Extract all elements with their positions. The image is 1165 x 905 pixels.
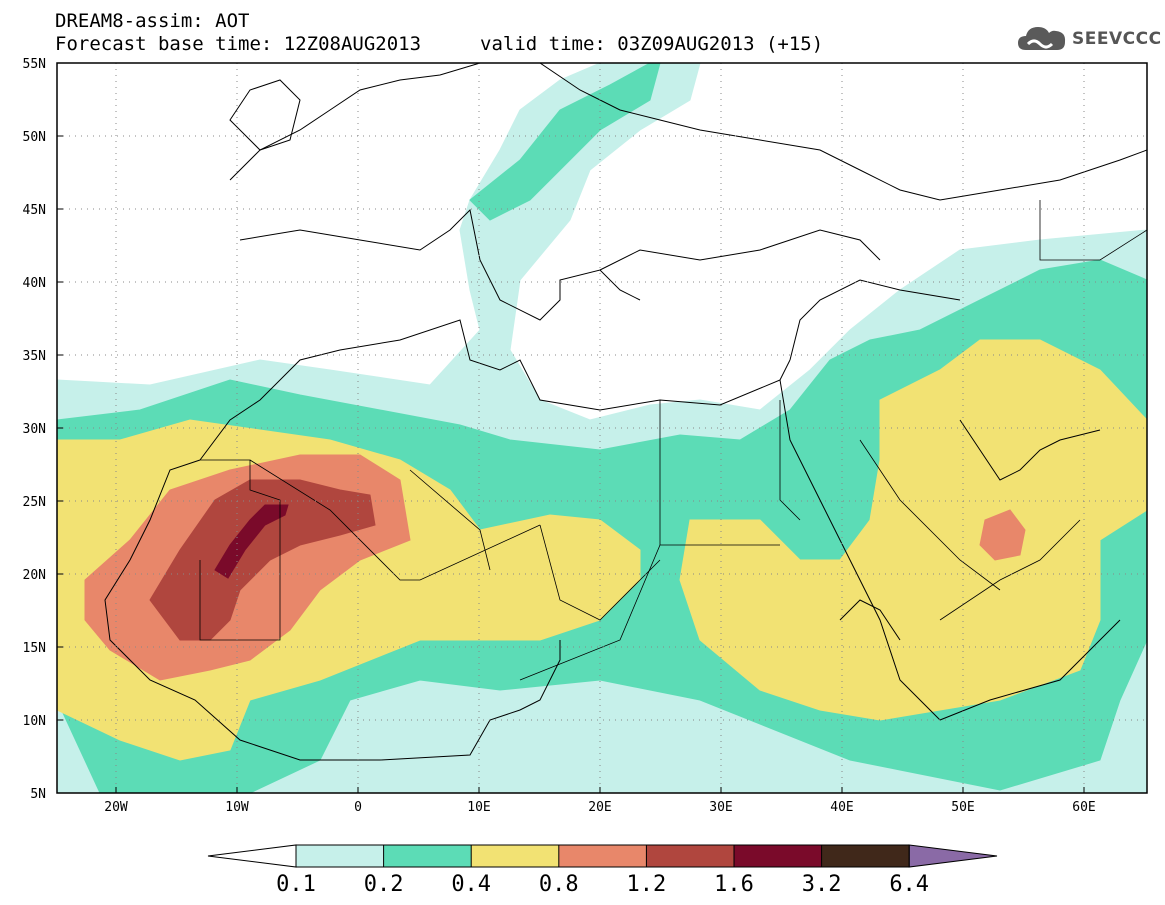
colorbar-high-arrow bbox=[909, 845, 997, 867]
colorbar-label: 1.2 bbox=[626, 872, 667, 897]
y-tick-label: 35N bbox=[23, 349, 46, 364]
x-tick-label: 60E bbox=[1072, 800, 1095, 815]
colorbar-swatch bbox=[383, 845, 472, 867]
colorbar-label: 0.8 bbox=[538, 872, 579, 897]
colorbar-label: 0.1 bbox=[276, 872, 316, 897]
colorbar-swatch bbox=[821, 845, 910, 867]
x-tick-label: 20W bbox=[104, 800, 128, 815]
aot-contours bbox=[57, 63, 1147, 793]
map-title: DREAM8-assim: AOT bbox=[55, 10, 250, 32]
contour-1.2 bbox=[149, 479, 376, 641]
y-tick-label: 25N bbox=[23, 495, 46, 510]
logo-text: SEEVCCC bbox=[1072, 29, 1162, 49]
x-tick-label: 30E bbox=[709, 800, 732, 815]
country-borders bbox=[199, 200, 1147, 681]
y-tick-label: 20N bbox=[23, 568, 46, 583]
cloud-icon bbox=[1018, 27, 1066, 50]
colorbar-swatch bbox=[296, 845, 384, 867]
tick-marks bbox=[57, 135, 1085, 793]
y-tick-label: 55N bbox=[23, 57, 46, 72]
valid-time: valid time: 03Z09AUG2013 (+15) bbox=[480, 33, 824, 55]
y-tick-label: 50N bbox=[23, 130, 46, 145]
contour-1.6 bbox=[214, 504, 289, 579]
seevccc-logo: SEEVCCC bbox=[1016, 22, 1162, 56]
coastlines bbox=[104, 63, 1147, 761]
forecast-time-line: Forecast base time: 12Z08AUG2013 valid ti… bbox=[55, 33, 823, 55]
colorbar-swatch bbox=[646, 845, 734, 867]
colorbar-label: 6.4 bbox=[889, 872, 930, 897]
x-tick-label: 10W bbox=[225, 800, 249, 815]
x-tick-label: 40E bbox=[830, 800, 853, 815]
y-tick-label: 30N bbox=[23, 422, 46, 437]
colorbar-swatch bbox=[471, 845, 559, 867]
y-tick-label: 10N bbox=[23, 714, 46, 729]
x-tick-label: 10E bbox=[467, 800, 490, 815]
colorbar-label: 0.4 bbox=[451, 872, 492, 897]
colorbar-swatch bbox=[734, 845, 822, 867]
x-tick-label: 50E bbox=[951, 800, 974, 815]
y-tick-label: 45N bbox=[23, 203, 46, 218]
colorbar-swatch bbox=[558, 845, 647, 867]
y-tick-label: 15N bbox=[23, 641, 46, 656]
colorbar-label: 3.2 bbox=[801, 872, 842, 897]
colorbar bbox=[207, 844, 998, 868]
y-tick-label: 5N bbox=[30, 787, 46, 802]
x-tick-label: 0 bbox=[354, 800, 362, 815]
colorbar-low-arrow bbox=[207, 844, 297, 868]
x-tick-label: 20E bbox=[588, 800, 611, 815]
colorbar-label: 1.6 bbox=[714, 872, 754, 897]
colorbar-label: 0.2 bbox=[363, 872, 404, 897]
base-time: Forecast base time: 12Z08AUG2013 bbox=[55, 33, 422, 55]
y-tick-label: 40N bbox=[23, 276, 46, 291]
